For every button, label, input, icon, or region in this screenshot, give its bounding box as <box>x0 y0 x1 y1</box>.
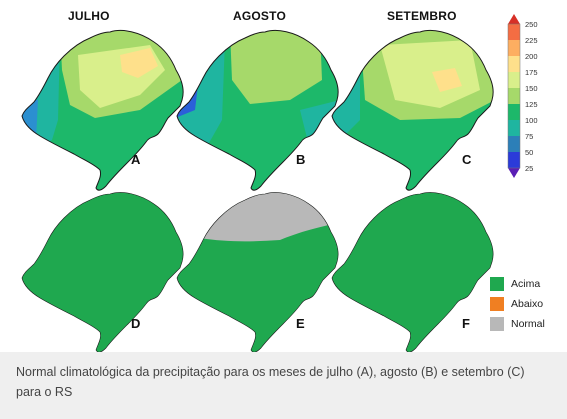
colorbar-tick: 100 <box>525 116 538 125</box>
panel-letter-f: F <box>462 316 470 331</box>
maps-canvas <box>21 14 521 352</box>
legend-label-normal: Normal <box>511 318 545 330</box>
colorbar-tick: 200 <box>525 52 538 61</box>
colorbar-tick: 50 <box>525 148 534 157</box>
colorbar-bottom-arrow <box>508 168 520 178</box>
map-d <box>21 191 184 352</box>
panel-letter-b: B <box>296 152 306 167</box>
month-title-september: SETEMBRO <box>387 9 457 23</box>
colorbar-segment <box>508 24 520 40</box>
precipitation-figure: JULHO AGOSTO SETEMBRO A B C D E F 250 22… <box>21 9 545 352</box>
colorbar-segment <box>508 56 520 72</box>
colorbar-segment <box>508 120 520 136</box>
month-title-august: AGOSTO <box>233 9 286 23</box>
panel-letter-d: D <box>131 316 141 331</box>
figure-caption: Normal climatológica da precipitação par… <box>16 365 525 399</box>
legend-label-acima: Acima <box>511 278 541 290</box>
colorbar-top-arrow <box>508 14 520 24</box>
colorbar-tick: 125 <box>525 100 538 109</box>
caption-box: Normal climatológica da precipitação par… <box>0 352 567 419</box>
map-e <box>176 191 339 352</box>
colorbar-segment <box>508 72 520 88</box>
panel-letter-c: C <box>462 152 472 167</box>
colorbar-segment <box>508 152 520 168</box>
legend-swatch-normal <box>490 317 504 331</box>
legend-swatch-acima <box>490 277 504 291</box>
map-july <box>21 29 184 191</box>
colorbar-tick: 225 <box>525 36 538 45</box>
colorbar-tick: 150 <box>525 84 538 93</box>
colorbar-tick: 75 <box>525 132 534 141</box>
colorbar-tick: 250 <box>525 20 538 29</box>
panel-letter-a: A <box>131 152 141 167</box>
colorbar-tick: 25 <box>525 164 534 173</box>
month-title-july: JULHO <box>68 9 110 23</box>
legend-swatch-abaixo <box>490 297 504 311</box>
panel-letter-e: E <box>296 316 305 331</box>
colorbar-outline <box>507 23 521 169</box>
colorbar-segment <box>508 40 520 56</box>
colorbar-tick: 175 <box>525 68 538 77</box>
colorbar-segment <box>508 88 520 104</box>
colorbar-segment <box>508 136 520 152</box>
legend-label-abaixo: Abaixo <box>511 298 544 310</box>
map-september <box>331 29 494 191</box>
map-august <box>176 29 339 191</box>
colorbar <box>507 14 521 178</box>
colorbar-segment <box>508 104 520 120</box>
